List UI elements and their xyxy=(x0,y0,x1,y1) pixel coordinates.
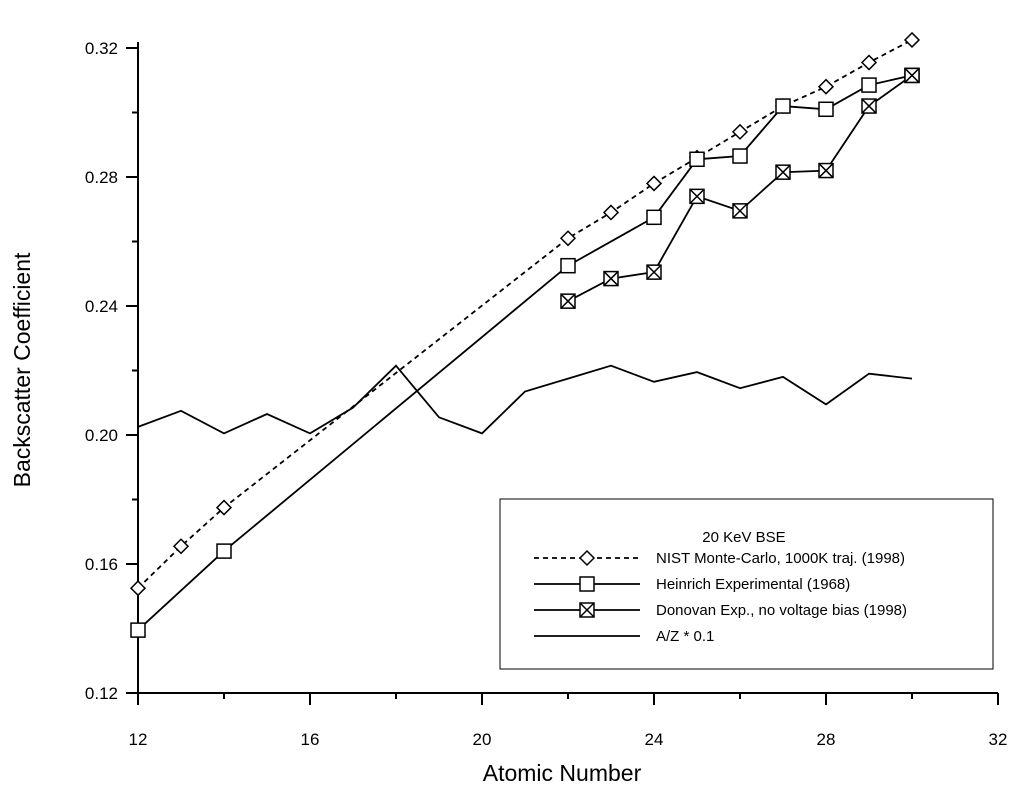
data-point xyxy=(817,78,835,95)
y-tick-label: 0.32 xyxy=(85,39,118,58)
x-tick-label: 32 xyxy=(989,730,1008,749)
data-point xyxy=(579,576,595,592)
series-0 xyxy=(129,31,921,597)
y-tick-label: 0.16 xyxy=(85,555,118,574)
y-tick-label: 0.24 xyxy=(85,297,118,316)
x-tick-label: 16 xyxy=(301,730,320,749)
legend-label: NIST Monte-Carlo, 1000K traj. (1998) xyxy=(656,550,905,567)
series-layer xyxy=(129,31,921,638)
data-point xyxy=(129,580,147,597)
series-line xyxy=(137,39,913,589)
data-point xyxy=(903,31,921,48)
data-point xyxy=(861,77,877,93)
data-point xyxy=(775,98,791,114)
series-line xyxy=(567,74,913,302)
data-point xyxy=(560,293,576,309)
data-point xyxy=(818,101,834,118)
legend-label: Donovan Exp., no voltage bias (1998) xyxy=(656,602,907,619)
data-point xyxy=(560,257,576,274)
data-point xyxy=(646,264,662,280)
series-2 xyxy=(560,67,920,309)
data-point xyxy=(216,543,232,559)
data-point xyxy=(731,123,749,140)
series-3 xyxy=(137,364,913,435)
series-line xyxy=(137,74,913,631)
legend-title: 20 KeV BSE xyxy=(702,529,785,546)
data-point xyxy=(215,499,233,516)
x-tick-label: 12 xyxy=(129,730,148,749)
data-point xyxy=(689,188,705,205)
y-tick-label: 0.28 xyxy=(85,168,118,187)
data-point xyxy=(732,148,748,164)
data-point xyxy=(689,151,705,168)
data-point xyxy=(130,622,146,638)
y-axis-title: Backscatter Coefficient xyxy=(9,252,35,487)
data-point xyxy=(904,67,920,84)
data-point xyxy=(645,175,663,192)
legend-label: A/Z * 0.1 xyxy=(656,628,714,645)
series-line xyxy=(137,364,913,435)
ticks: 0.12 0.16 0.20 0.24 0.28 0.32 12 16 20 24 28 32 xyxy=(85,39,1008,749)
legend-entry: Donovan Exp., no voltage bias (1998) xyxy=(534,602,907,619)
legend-entries: NIST Monte-Carlo, 1000K traj. (1998) Hein… xyxy=(534,549,907,645)
data-point xyxy=(578,549,596,567)
x-axis-title: Atomic Number xyxy=(483,760,642,786)
legend-label: Heinrich Experimental (1968) xyxy=(656,576,850,593)
y-tick-label: 0.20 xyxy=(85,426,118,445)
data-point xyxy=(775,164,791,180)
data-point xyxy=(732,203,748,219)
x-tick-label: 20 xyxy=(473,730,492,749)
data-point xyxy=(603,270,619,287)
data-point xyxy=(579,602,595,618)
legend-entry: Heinrich Experimental (1968) xyxy=(534,576,850,593)
data-point xyxy=(646,209,662,226)
x-tick-label: 28 xyxy=(817,730,836,749)
legend-entry: A/Z * 0.1 xyxy=(534,628,714,645)
data-point xyxy=(559,230,577,247)
x-tick-label: 24 xyxy=(645,730,664,749)
data-point xyxy=(172,538,190,555)
data-point xyxy=(602,204,620,221)
y-tick-label: 0.12 xyxy=(85,684,118,703)
legend-entry: NIST Monte-Carlo, 1000K traj. (1998) xyxy=(534,549,905,567)
data-point xyxy=(818,162,834,179)
data-point xyxy=(861,98,877,114)
legend: 20 KeV BSE NIST Monte-Carlo, 1000K traj.… xyxy=(499,498,994,670)
data-point xyxy=(860,54,878,71)
